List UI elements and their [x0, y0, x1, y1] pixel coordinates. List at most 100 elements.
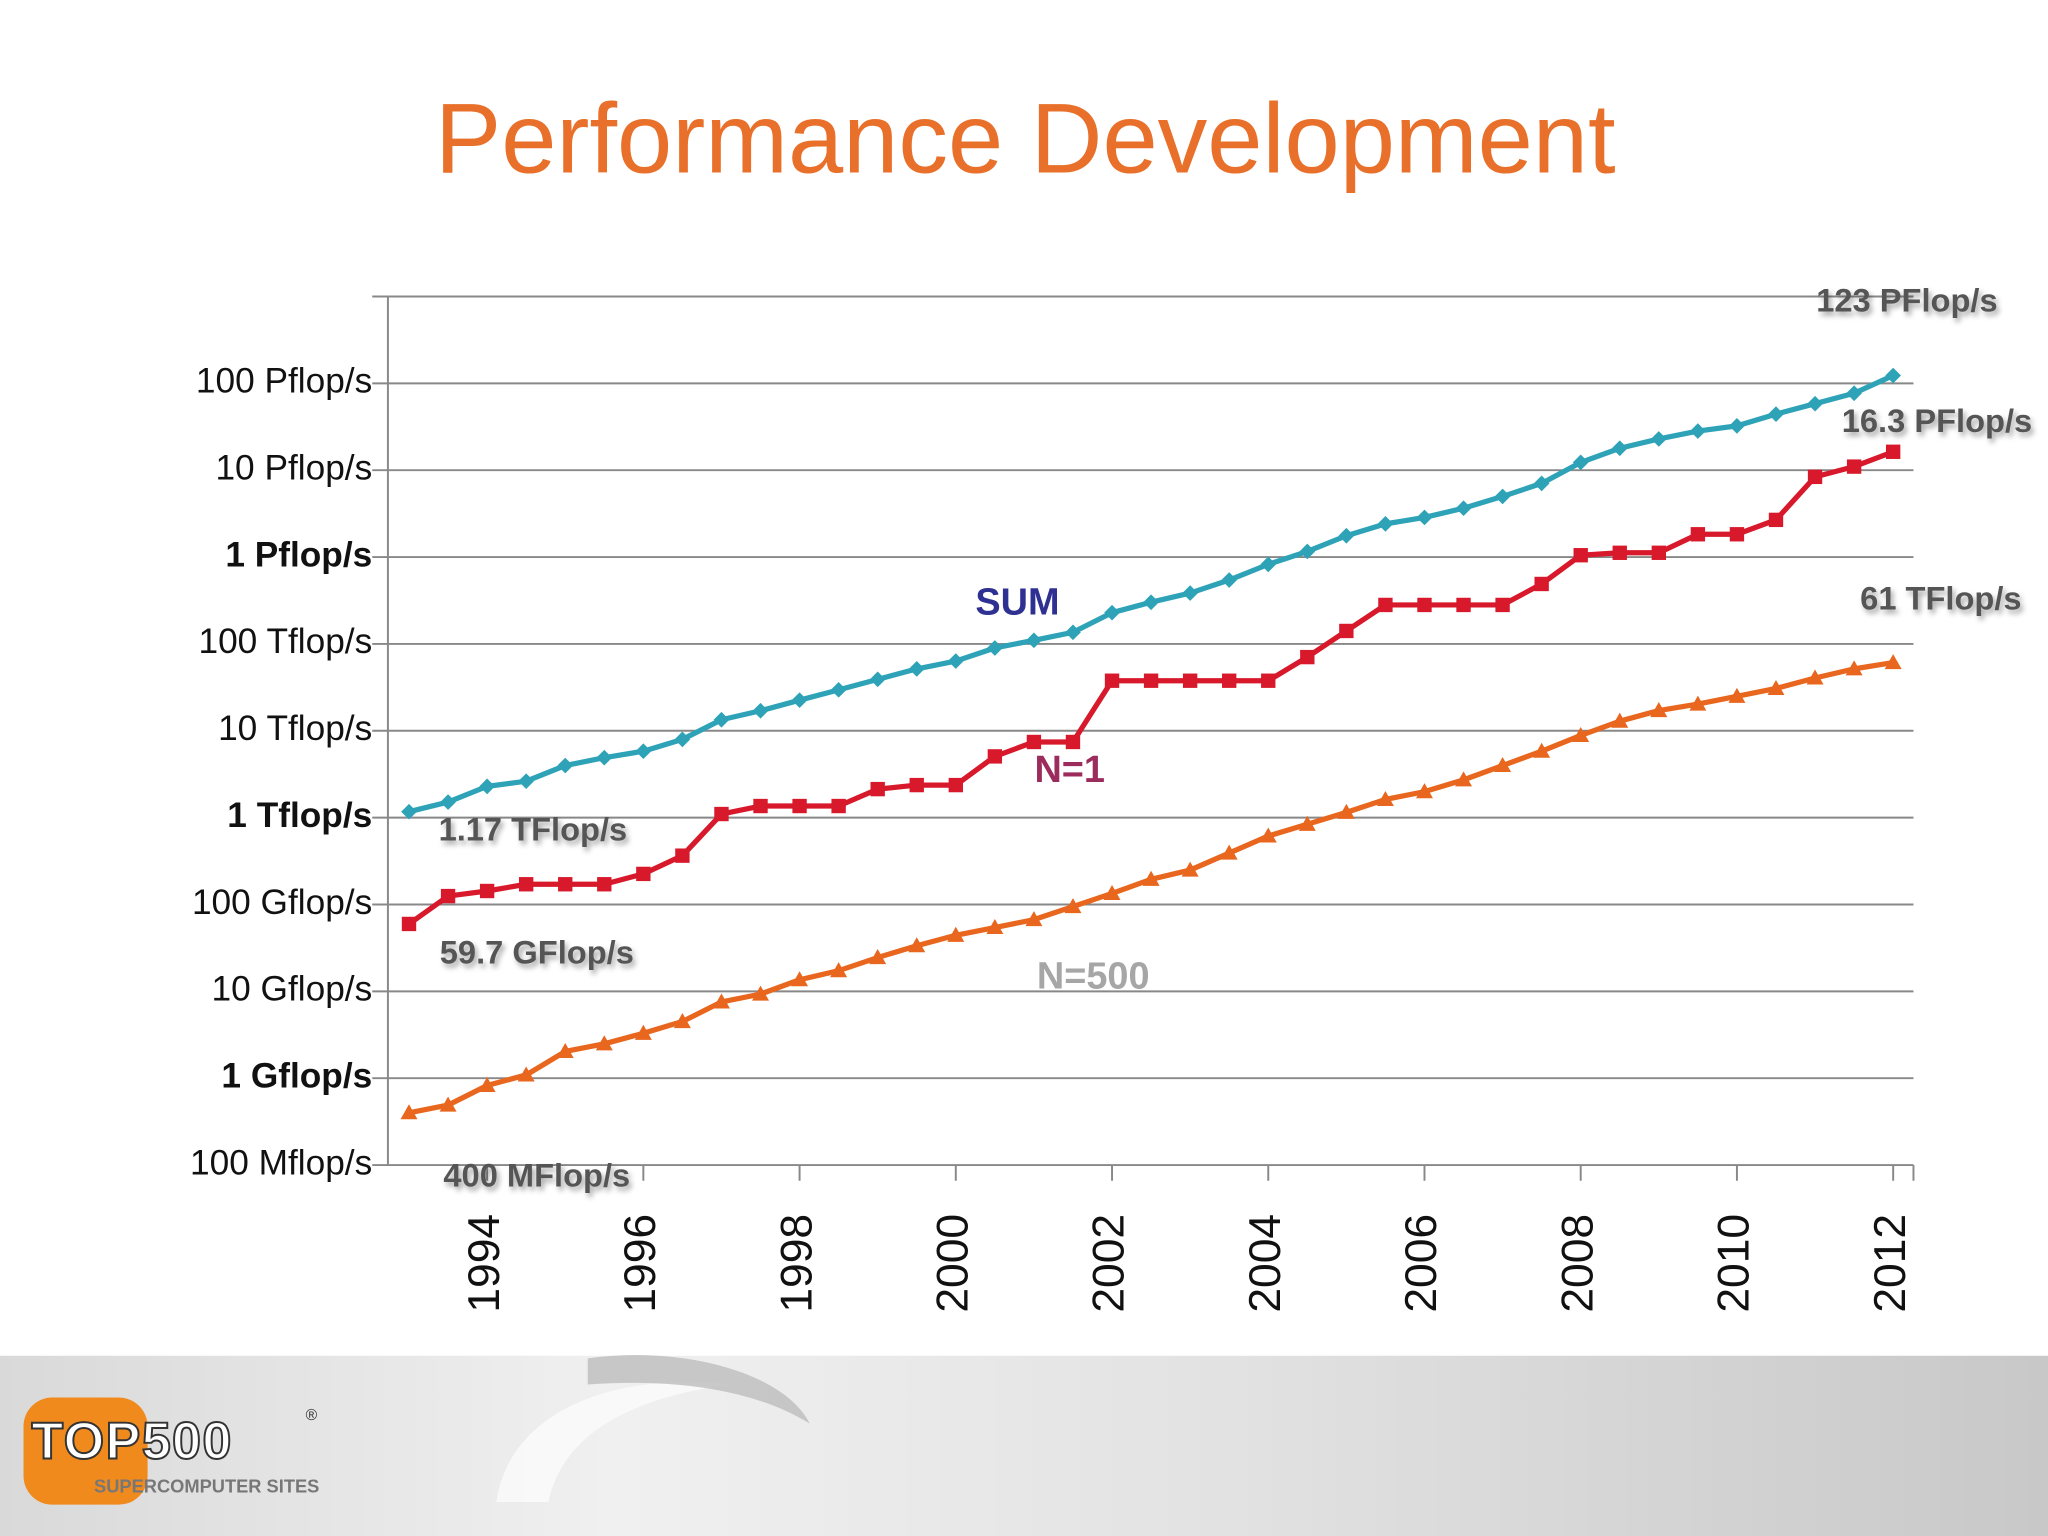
data-point — [1806, 669, 1824, 685]
data-point — [1416, 509, 1433, 526]
data-point — [1650, 431, 1667, 447]
data-point — [1651, 545, 1667, 560]
data-point — [1143, 594, 1159, 611]
data-point — [1729, 527, 1745, 542]
data-point — [1104, 673, 1120, 688]
data-point — [1768, 512, 1784, 528]
data-point — [869, 671, 886, 688]
data-point — [1767, 679, 1785, 695]
annotation: 400 MFlop/s — [443, 1157, 630, 1194]
data-point — [752, 985, 770, 1001]
data-point — [673, 1013, 691, 1029]
data-point — [792, 798, 807, 814]
y-tick-label: 1 Pflop/s — [225, 535, 372, 574]
data-point — [1455, 771, 1473, 787]
data-point — [986, 919, 1004, 935]
data-point — [987, 749, 1003, 764]
data-point — [752, 702, 769, 719]
y-tick-label: 10 Pflop/s — [215, 449, 372, 488]
data-point — [597, 877, 612, 892]
logo-shape — [23, 1397, 148, 1505]
x-tick-label: 2008 — [1553, 1214, 1602, 1313]
data-point — [1415, 783, 1433, 799]
data-point — [1455, 500, 1472, 517]
data-point — [869, 949, 887, 965]
data-point — [1064, 898, 1082, 914]
data-point — [987, 640, 1003, 656]
data-point — [1494, 488, 1511, 505]
data-point — [1259, 827, 1277, 843]
chart: 100 Mflop/s 1 Gflop/s 10 Gflop/s 100 Gflop/… — [190, 282, 2032, 1313]
y-tick-label: 10 Gflop/s — [212, 970, 373, 1009]
data-point — [1377, 516, 1394, 532]
data-point — [518, 773, 535, 789]
data-point — [1612, 545, 1627, 560]
data-point — [908, 937, 926, 953]
footer-swoosh — [496, 1382, 732, 1503]
data-point — [440, 888, 456, 904]
x-tick-label: 1994 — [460, 1214, 509, 1313]
data-point — [1846, 385, 1862, 402]
series-label: N=1 — [1034, 749, 1105, 791]
data-point — [1456, 597, 1471, 613]
data-point — [909, 777, 924, 793]
annotation: 123 PFlop/s — [1816, 282, 1997, 319]
data-point — [1885, 367, 1901, 384]
data-point — [947, 653, 964, 669]
data-point — [1182, 585, 1198, 601]
data-point — [439, 1096, 457, 1112]
data-point — [635, 743, 652, 760]
data-point — [830, 682, 847, 698]
annotation: 1.17 TFlop/s — [439, 811, 628, 848]
data-point — [1298, 815, 1316, 831]
data-point — [518, 877, 534, 892]
data-point — [1807, 469, 1823, 485]
data-point — [1261, 673, 1276, 688]
data-point — [1690, 527, 1706, 542]
data-point — [947, 926, 965, 942]
data-point — [753, 798, 768, 814]
data-point — [713, 711, 730, 728]
data-point — [1338, 527, 1355, 544]
logo-text: TOP500 — [31, 1412, 232, 1470]
annotation: 61 TFlop/s — [1860, 579, 2021, 616]
series-label: SUM — [975, 582, 1059, 624]
data-point — [1534, 576, 1549, 592]
data-point — [636, 866, 651, 882]
data-point — [1337, 803, 1355, 819]
data-point — [1378, 597, 1393, 613]
x-tick-label: 2006 — [1397, 1214, 1446, 1313]
data-point — [1729, 418, 1745, 434]
data-point — [1533, 475, 1550, 492]
data-point — [1260, 556, 1277, 573]
data-point — [1026, 632, 1042, 649]
data-point — [401, 803, 417, 820]
data-point — [1143, 673, 1159, 688]
data-point — [1611, 712, 1629, 728]
data-point — [400, 1104, 418, 1120]
data-point — [1025, 911, 1043, 927]
data-point — [1182, 673, 1198, 688]
data-point — [674, 731, 691, 748]
data-point — [712, 993, 730, 1009]
footer-band — [0, 1355, 2048, 1536]
data-point — [1220, 844, 1238, 860]
x-tick-label: 2002 — [1085, 1214, 1134, 1313]
data-point — [830, 962, 848, 978]
data-point — [517, 1066, 535, 1082]
y-tick-label: 1 Gflop/s — [221, 1057, 372, 1096]
x-tick-label: 2004 — [1241, 1214, 1290, 1313]
series-line — [408, 373, 1895, 815]
data-point — [596, 749, 613, 766]
data-point — [791, 971, 809, 987]
data-point — [1650, 702, 1668, 718]
y-tick-label: 100 Tflop/s — [198, 622, 372, 661]
annotation: 59.7 GFlop/s — [440, 933, 634, 970]
data-point — [1495, 597, 1510, 613]
data-point — [791, 692, 808, 709]
data-point — [1572, 454, 1589, 471]
data-point — [908, 661, 925, 677]
data-point — [1884, 654, 1902, 670]
logo-mark: ® — [306, 1407, 318, 1424]
